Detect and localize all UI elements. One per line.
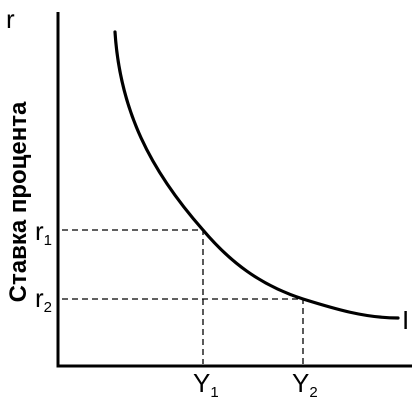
y-axis-letter: r — [6, 4, 15, 34]
tick-r1: r1 — [35, 216, 52, 249]
y-axis-title: Ставка процента — [5, 101, 32, 302]
tick-y1: Y1 — [193, 368, 219, 400]
guide-r1 — [62, 229, 204, 364]
tick-y2: Y2 — [292, 368, 318, 400]
curve-label: I — [402, 305, 409, 335]
tick-r2: r2 — [35, 283, 52, 316]
guide-r2 — [62, 298, 304, 364]
demand-curve — [113, 30, 400, 320]
